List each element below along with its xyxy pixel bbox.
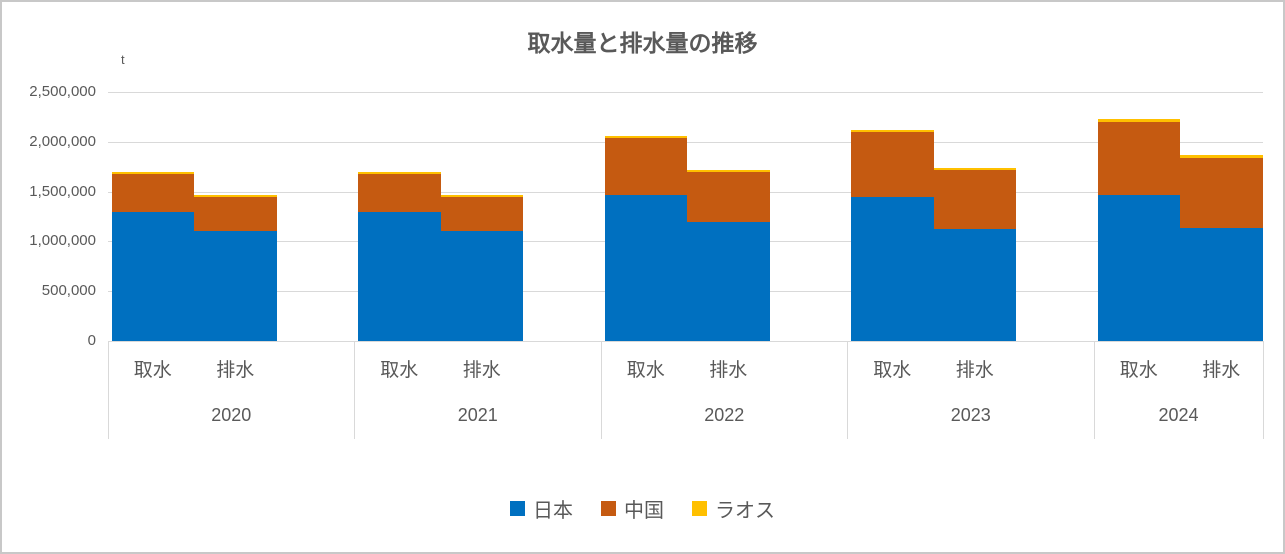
bar-segment-japan (1097, 194, 1180, 341)
bar-segment-japan (851, 196, 934, 341)
legend: 日本 中国 ラオス (2, 494, 1283, 523)
legend-swatch-japan (510, 501, 525, 516)
y-axis-tick-label: 2,000,000 (29, 132, 96, 150)
bar-segment-china (604, 137, 687, 195)
bar-segment-china (111, 173, 194, 212)
bar-category-label: 取水 (873, 360, 912, 381)
x-axis-line (108, 341, 1263, 342)
bar-segment-laos (194, 194, 277, 197)
chart-title: 取水量と排水量の推移 (527, 30, 758, 56)
legend-swatch-china (601, 501, 616, 516)
bar-segment-japan (933, 229, 1016, 341)
legend-swatch-laos (692, 501, 707, 516)
bar-segment-china (1180, 157, 1263, 229)
legend-label: 日本 (533, 500, 573, 522)
bar-category-label: 排水 (216, 360, 255, 381)
legend-label: 中国 (624, 500, 664, 522)
bar-segment-japan (687, 222, 770, 341)
legend-item-laos: ラオス (692, 494, 775, 523)
category-separator (354, 341, 355, 439)
bar-segment-laos (851, 129, 934, 132)
category-separator (847, 341, 848, 439)
bar-category-label: 取水 (133, 360, 172, 381)
bar-segment-china (1097, 121, 1180, 195)
year-label: 2024 (1158, 405, 1199, 425)
y-axis-tick-label: 1,500,000 (29, 182, 96, 200)
bar-segment-china (358, 173, 441, 212)
year-label: 2020 (211, 405, 252, 425)
bar-segment-laos (111, 171, 194, 174)
bar-segment-china (194, 196, 277, 232)
category-separator (1093, 341, 1095, 439)
bar-segment-laos (358, 171, 441, 174)
y-axis-tick-label: 500,000 (41, 282, 96, 300)
legend-item-japan: 日本 (510, 494, 573, 523)
bar-segment-china (687, 171, 770, 223)
year-label: 2023 (950, 405, 991, 425)
bar-segment-japan (604, 194, 687, 341)
y-axis-tick-label: 2,500,000 (29, 83, 96, 100)
bar-segment-japan (440, 231, 523, 341)
bar-category-label: 取水 (1119, 360, 1158, 381)
gridline (108, 92, 1263, 93)
bar-category-label: 取水 (380, 360, 419, 381)
y-axis-tick-label: 1,000,000 (29, 232, 96, 250)
y-axis-unit-label: t (121, 52, 125, 67)
bar-segment-laos (604, 135, 687, 138)
bar-category-label: 排水 (709, 360, 748, 381)
bar-category-label: 取水 (626, 360, 665, 381)
bar-segment-laos (1180, 154, 1263, 158)
legend-label: ラオス (715, 500, 775, 522)
bar-segment-china (851, 131, 934, 197)
year-label: 2021 (457, 405, 498, 425)
bar-category-label: 排水 (462, 360, 501, 381)
year-label: 2022 (704, 405, 745, 425)
bar-segment-laos (1097, 118, 1180, 122)
bar-segment-japan (194, 231, 277, 341)
bar-category-label: 排水 (1202, 360, 1241, 381)
bar-segment-laos (440, 194, 523, 197)
y-axis-tick-label: 0 (87, 332, 96, 349)
category-separator (1262, 341, 1264, 439)
bar-segment-japan (358, 211, 441, 341)
bar-segment-japan (111, 211, 194, 341)
bar-segment-laos (933, 167, 1016, 170)
bar-segment-china (933, 169, 1016, 230)
bar-segment-japan (1180, 228, 1263, 341)
bar-category-label: 排水 (955, 360, 994, 381)
category-separator (600, 341, 602, 439)
category-separator (107, 341, 109, 439)
bar-segment-china (440, 196, 523, 232)
legend-item-china: 中国 (601, 494, 664, 523)
bar-segment-laos (687, 169, 770, 172)
